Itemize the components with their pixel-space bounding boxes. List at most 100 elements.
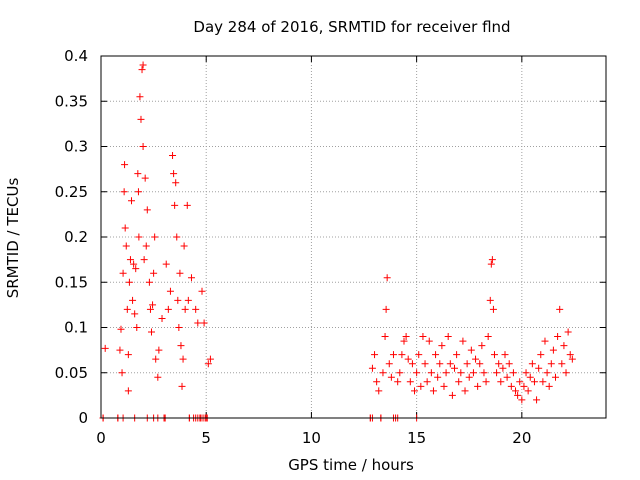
x-tick-label: 20 bbox=[512, 429, 531, 447]
grid-lines bbox=[101, 56, 606, 418]
data-point bbox=[533, 396, 541, 404]
data-point bbox=[448, 391, 456, 399]
data-point bbox=[381, 333, 389, 341]
data-point bbox=[463, 360, 471, 368]
data-point bbox=[122, 242, 130, 250]
y-tick-label: 0.1 bbox=[64, 319, 88, 337]
data-point bbox=[204, 360, 212, 368]
data-point bbox=[396, 369, 404, 377]
data-point bbox=[124, 387, 132, 395]
data-point bbox=[434, 373, 442, 381]
data-point bbox=[150, 269, 158, 277]
data-point bbox=[146, 305, 154, 313]
data-point bbox=[526, 373, 534, 381]
data-point bbox=[509, 369, 517, 377]
data-point bbox=[446, 360, 454, 368]
data-point bbox=[133, 324, 141, 331]
data-point bbox=[406, 378, 414, 386]
data-point bbox=[382, 305, 390, 313]
data-point bbox=[166, 287, 174, 295]
data-point bbox=[469, 369, 477, 377]
data-point bbox=[158, 314, 166, 322]
data-point bbox=[141, 174, 149, 182]
data-point bbox=[174, 296, 182, 304]
data-point bbox=[126, 256, 134, 264]
data-point bbox=[373, 378, 381, 386]
data-point bbox=[554, 333, 562, 341]
data-point bbox=[488, 256, 496, 264]
data-point bbox=[411, 387, 419, 395]
y-tick-label: 0.35 bbox=[55, 92, 88, 110]
y-tick-label: 0.05 bbox=[55, 364, 88, 382]
data-point bbox=[154, 373, 162, 381]
data-point bbox=[484, 333, 492, 341]
data-point bbox=[568, 355, 576, 363]
data-point bbox=[138, 66, 146, 74]
data-point bbox=[480, 369, 488, 377]
data-point bbox=[175, 324, 183, 331]
data-point bbox=[501, 351, 509, 359]
data-point bbox=[137, 115, 145, 123]
data-point bbox=[394, 378, 402, 386]
data-point bbox=[537, 351, 545, 359]
data-point bbox=[177, 342, 185, 350]
data-point bbox=[487, 260, 495, 268]
data-point bbox=[181, 305, 189, 313]
data-point bbox=[155, 346, 163, 354]
data-point bbox=[482, 378, 490, 386]
data-point bbox=[120, 188, 128, 196]
data-point bbox=[101, 344, 109, 352]
data-point bbox=[467, 346, 475, 354]
data-point bbox=[423, 378, 431, 386]
data-point bbox=[516, 378, 524, 386]
data-point bbox=[451, 364, 458, 372]
data-point bbox=[139, 61, 147, 69]
data-point bbox=[134, 170, 142, 178]
data-point bbox=[499, 364, 507, 372]
data-point bbox=[385, 360, 393, 368]
data-point bbox=[145, 278, 153, 286]
data-point bbox=[131, 310, 139, 318]
data-point bbox=[425, 337, 433, 345]
data-point bbox=[130, 260, 138, 268]
y-tick-labels: 0 0.05 0.1 0.15 0.2 0.25 0.3 0.35 0.4 bbox=[55, 47, 88, 427]
y-tick-label: 0 bbox=[78, 409, 88, 427]
data-point bbox=[465, 373, 473, 381]
data-point bbox=[560, 342, 568, 350]
y-tick-label: 0.4 bbox=[64, 47, 88, 65]
data-point bbox=[556, 305, 564, 313]
data-point bbox=[136, 93, 144, 101]
data-point bbox=[164, 305, 172, 313]
data-point bbox=[206, 355, 214, 363]
data-point bbox=[152, 355, 160, 363]
y-tick-label: 0.25 bbox=[55, 183, 88, 201]
data-point bbox=[417, 382, 425, 390]
data-point bbox=[400, 337, 408, 345]
data-point bbox=[558, 360, 566, 368]
data-point bbox=[183, 201, 191, 209]
data-point bbox=[476, 360, 484, 368]
x-tick-label: 0 bbox=[96, 429, 106, 447]
data-point bbox=[419, 333, 427, 341]
data-point bbox=[187, 274, 195, 282]
data-point bbox=[493, 369, 501, 377]
data-points bbox=[99, 61, 576, 422]
data-point bbox=[140, 256, 148, 264]
data-point bbox=[453, 351, 461, 359]
data-point bbox=[375, 387, 383, 395]
data-point bbox=[128, 197, 136, 205]
chart-title: Day 284 of 2016, SRMTID for receiver fln… bbox=[193, 18, 510, 36]
data-point bbox=[562, 369, 570, 377]
y-tick-label: 0.15 bbox=[55, 273, 88, 291]
data-point bbox=[404, 355, 412, 363]
data-point bbox=[541, 337, 549, 345]
data-point bbox=[530, 378, 538, 386]
data-point bbox=[173, 233, 181, 241]
data-point bbox=[472, 355, 480, 363]
data-point bbox=[432, 351, 440, 359]
data-point bbox=[149, 301, 157, 309]
data-point bbox=[118, 369, 126, 377]
data-point bbox=[139, 143, 147, 150]
data-point bbox=[459, 337, 467, 345]
data-point bbox=[368, 364, 376, 372]
